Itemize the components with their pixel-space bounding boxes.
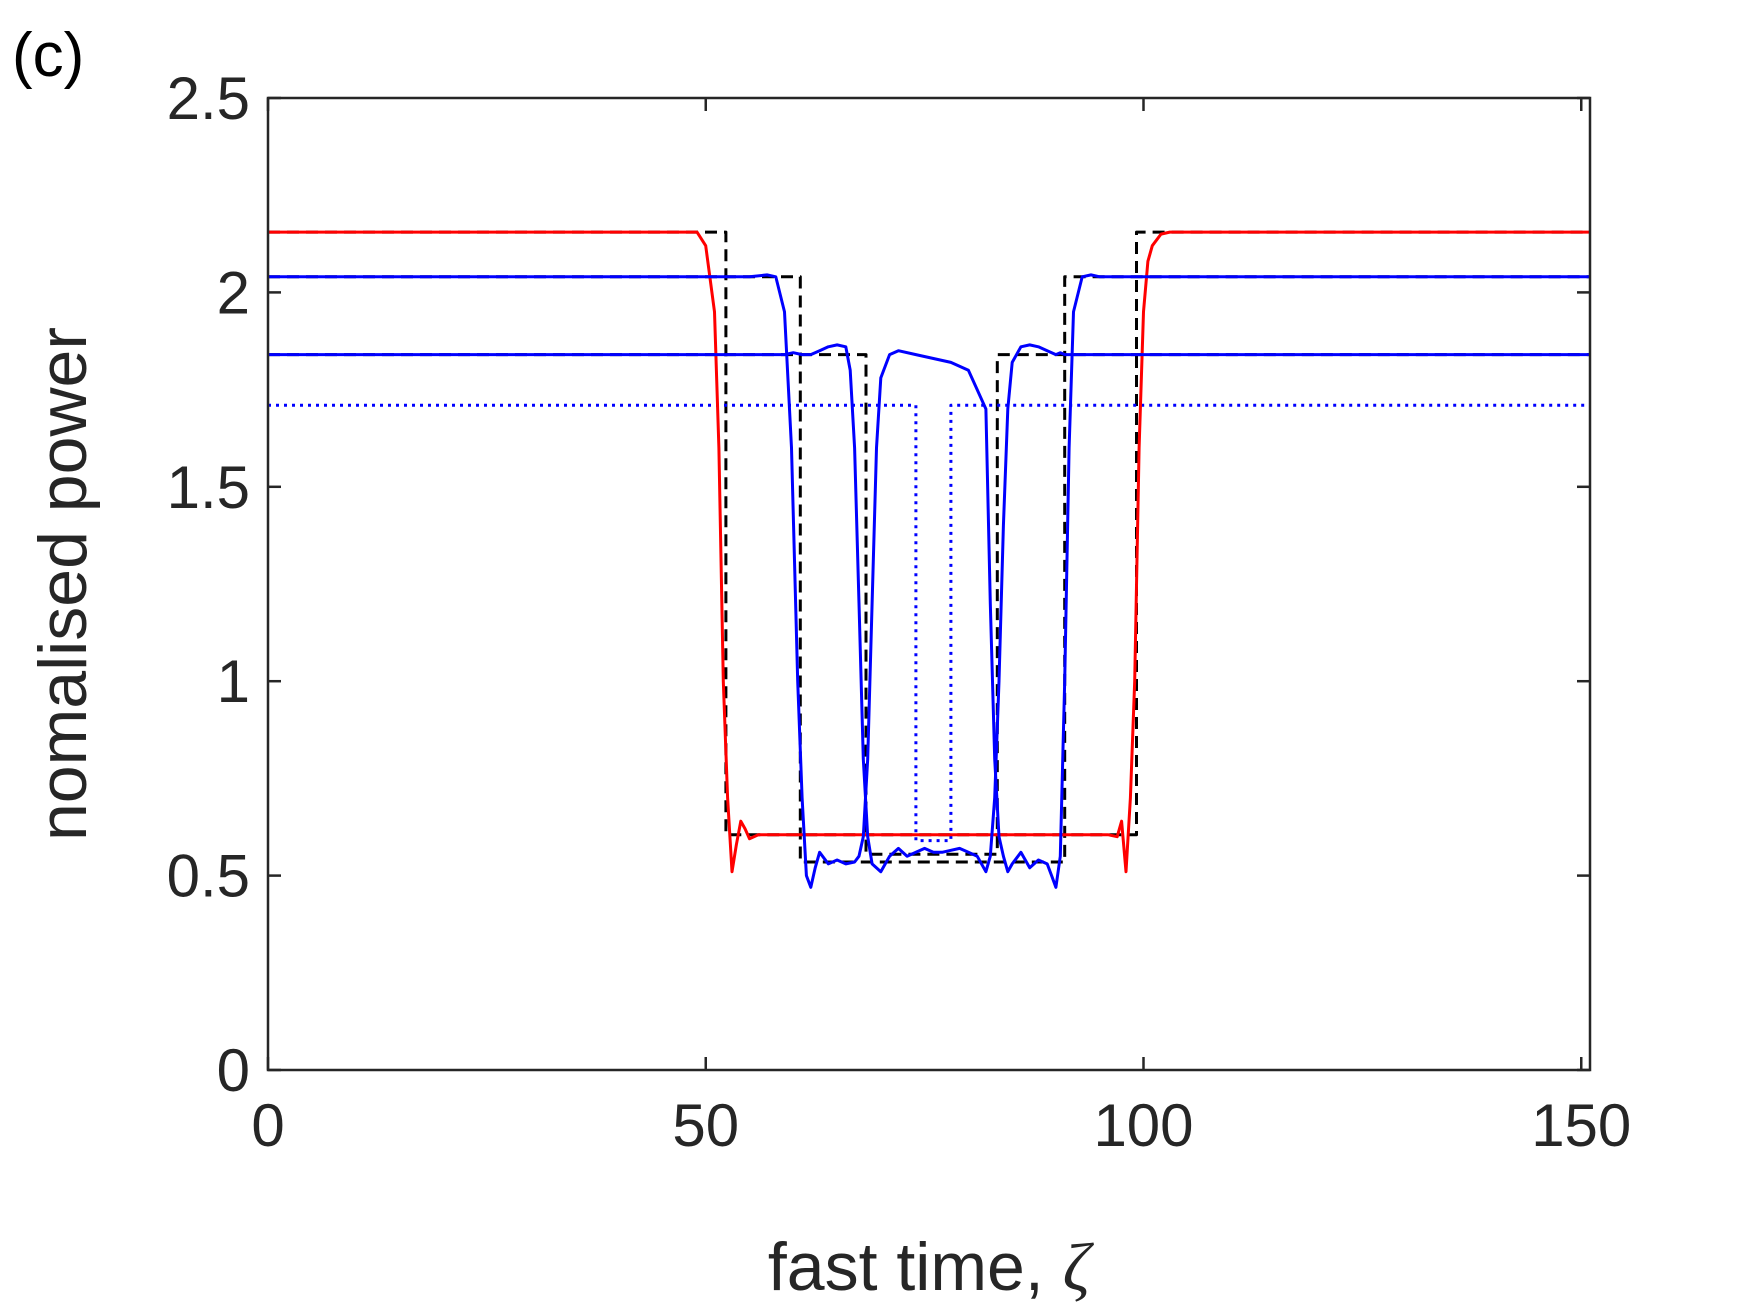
panel-label: (c) xyxy=(12,21,84,90)
y-tick-label: 1.5 xyxy=(167,454,250,521)
y-tick-label: 0.5 xyxy=(167,843,250,910)
x-axis-title: fast time, ζ xyxy=(768,1229,1095,1305)
series-line-5 xyxy=(268,230,1590,874)
y-tick-label: 1 xyxy=(217,648,250,715)
x-tick-label: 150 xyxy=(1531,1092,1631,1159)
series-line-2 xyxy=(268,275,1590,864)
y-tick-label: 0 xyxy=(217,1037,250,1104)
plot-frame xyxy=(266,96,1592,1072)
series-line-4 xyxy=(268,403,1590,843)
series-line-3 xyxy=(268,353,1590,856)
y-tick-label: 2 xyxy=(217,259,250,326)
x-axis-title-text: fast time, xyxy=(768,1229,1063,1305)
series-line-1 xyxy=(268,230,1590,837)
axis-ticks: 0 50 100 150 0 0.5 1 1.5 2 2.5 xyxy=(167,65,1632,1159)
series-line-7 xyxy=(268,343,1590,874)
x-tick-label: 50 xyxy=(672,1092,739,1159)
series-line-6 xyxy=(268,273,1590,889)
y-axis-title: nomalised power xyxy=(25,327,101,841)
y-tick-label: 2.5 xyxy=(167,65,250,132)
x-axis-title-symbol: ζ xyxy=(1063,1229,1095,1305)
plot-series xyxy=(268,230,1590,889)
x-tick-label: 0 xyxy=(251,1092,284,1159)
x-tick-label: 100 xyxy=(1093,1092,1193,1159)
